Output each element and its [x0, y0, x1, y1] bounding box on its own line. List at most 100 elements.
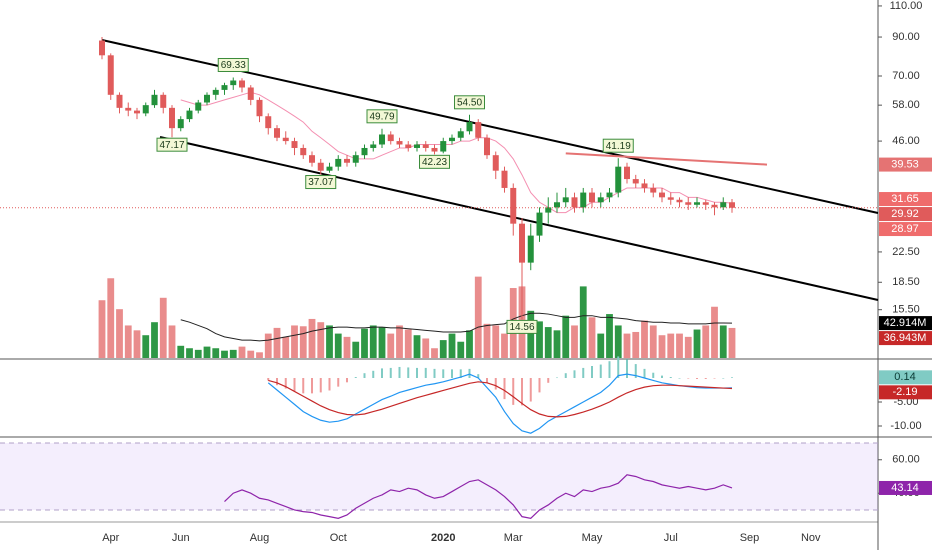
volume-bar [684, 336, 692, 358]
value-tag-label: 29.92 [891, 208, 919, 220]
candle-body [562, 197, 569, 203]
x-tick-label: Oct [330, 532, 347, 544]
macd-line [267, 373, 733, 434]
candle-body [142, 105, 149, 114]
volume-ma [180, 312, 733, 342]
candle-body [134, 110, 140, 114]
annotation-box [156, 137, 188, 152]
macd-histogram [538, 377, 541, 393]
volume-bar [343, 336, 351, 358]
volume-bar [606, 314, 613, 358]
x-tick-label: May [582, 532, 603, 544]
candle-body [212, 89, 219, 95]
macd-histogram [617, 356, 620, 378]
annotation-box [454, 95, 485, 110]
macd-histogram [398, 366, 401, 378]
candle-body [536, 212, 543, 236]
candle-body [317, 162, 324, 171]
candle-body [624, 166, 630, 180]
macd-histogram [696, 377, 698, 379]
volume-bar [562, 315, 570, 358]
candle-body [125, 107, 132, 111]
macd-histogram [284, 377, 287, 389]
macd-histogram [529, 377, 532, 402]
volume-bar [282, 336, 290, 358]
macd-histogram [267, 377, 270, 381]
candle-body [204, 94, 210, 103]
volume-bar [439, 340, 447, 358]
y-tick-label: 15.50 [892, 304, 920, 316]
volume-bar [238, 346, 246, 358]
macd-histogram [363, 373, 366, 378]
volume-bar [361, 328, 368, 358]
candle-body [694, 202, 700, 205]
macd-histogram [661, 375, 663, 378]
y-tick-label: 22.50 [892, 246, 920, 258]
x-tick-label: 2020 [431, 532, 455, 544]
volume-bar [221, 350, 228, 358]
y-tick-label: 60.00 [892, 454, 920, 466]
macd-histogram [293, 377, 296, 391]
volume-bar [667, 333, 675, 358]
volume-bar [116, 309, 123, 358]
macd-histogram [389, 367, 392, 378]
volume-bar [641, 320, 648, 358]
volume-bar [256, 352, 263, 358]
candle-body [247, 87, 254, 100]
volume-bar [107, 278, 115, 358]
candle-body [282, 137, 289, 142]
volume-bar [264, 333, 272, 358]
value-tag [879, 480, 932, 495]
volume-bar [194, 349, 202, 358]
annotation-label: 54.50 [457, 97, 482, 108]
volume-bar [177, 345, 185, 358]
macd-histogram [477, 374, 480, 378]
channel-lower [159, 136, 879, 301]
volume-bar [422, 338, 430, 358]
volume-bar [273, 327, 281, 358]
value-tag-label: 36.943M [884, 332, 927, 344]
macd-histogram [442, 369, 445, 378]
macd-histogram [731, 377, 733, 378]
macd-histogram [556, 377, 558, 379]
candle-body [527, 235, 534, 263]
volume-bar [142, 335, 150, 358]
candle-body [711, 204, 718, 208]
macd-histogram [512, 377, 515, 405]
macd-histogram [547, 377, 550, 383]
annotation-box [366, 109, 398, 124]
value-tag [879, 157, 932, 172]
volume-bar [448, 333, 456, 358]
macd-histogram [416, 367, 418, 378]
candle-body [422, 144, 429, 148]
volume-bar [501, 333, 508, 358]
candle-body [256, 99, 263, 117]
value-tag [879, 370, 932, 385]
volume-bar [291, 325, 298, 358]
y-tick-label: 110.00 [890, 0, 923, 12]
candle-body [387, 134, 394, 142]
candle-body [230, 80, 237, 86]
value-tag-label: 39.53 [891, 158, 919, 170]
macd-histogram [381, 368, 383, 378]
candle-body [195, 102, 202, 111]
macd-histogram [564, 373, 567, 378]
candle-body [265, 116, 272, 129]
macd-histogram [626, 359, 628, 378]
macd-histogram [486, 377, 488, 383]
volume-bar [352, 341, 360, 358]
value-tag [879, 192, 932, 207]
macd-histogram [722, 377, 725, 379]
annotation-label: 47.17 [159, 140, 184, 151]
volume-bar [702, 325, 710, 358]
volume-bar [492, 325, 500, 358]
annotation-label: 69.33 [221, 60, 246, 71]
x-tick-label: Jul [664, 532, 678, 544]
candle-body [352, 155, 359, 163]
candle-body [431, 147, 438, 152]
annotation-label: 37.07 [308, 177, 333, 188]
volume-bar [649, 325, 657, 358]
annotation-box [217, 57, 249, 72]
volume-bar [151, 322, 158, 358]
